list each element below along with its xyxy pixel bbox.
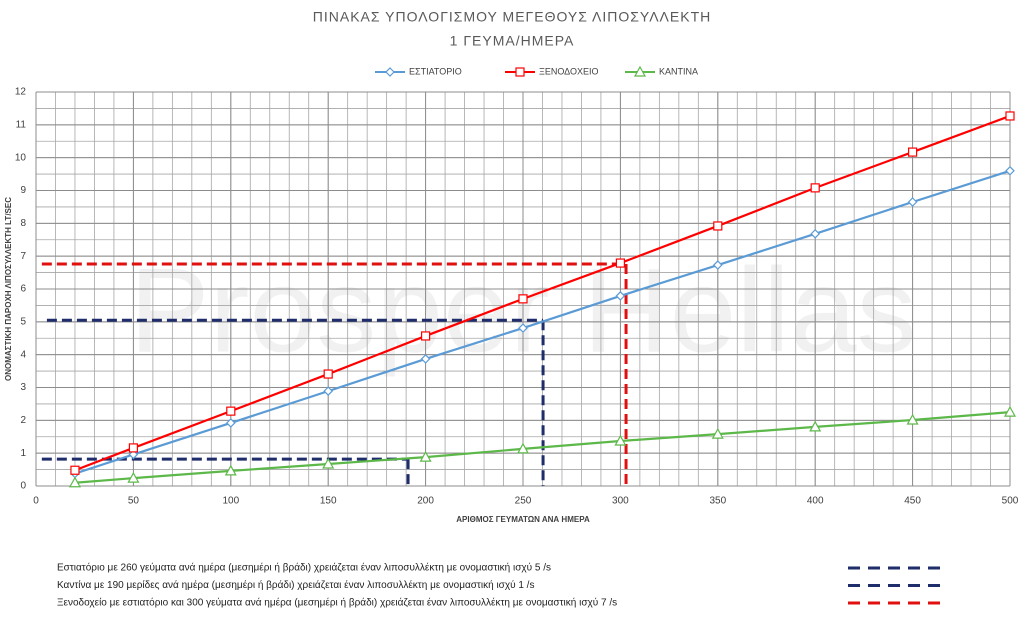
x-tick-label: 50 [128,496,140,507]
marker [906,413,919,425]
y-tick-label: 5 [20,316,26,327]
y-axis-label: ΟΝΟΜΑΣΤΙΚΗ ΠΑΡΟΧΗ ΛΙΠΟΣΥΛΛΕΚΤΗ LT/SEC [4,197,13,381]
x-tick-label: 0 [33,496,39,507]
legend-label: ΞΕΝΟΔΟΧΕΙΟ [539,66,599,76]
marker [810,228,821,239]
marker [711,427,724,439]
marker [1003,405,1017,417]
legend-marker [385,67,395,77]
marker [323,369,333,379]
marker [907,147,918,157]
marker [712,260,723,270]
marker [713,221,723,231]
marker [810,183,820,193]
y-tick-label: 10 [15,152,27,163]
chart-subtitle: 1 ΓΕΥΜΑ/ΗΜΕΡΑ [450,33,575,49]
marker [1005,111,1015,121]
marker [516,442,530,454]
legend-label: ΚΑΝΤΙΝΑ [659,66,698,76]
marker [68,476,81,488]
marker [1005,165,1015,176]
marker [907,197,918,207]
x-tick-label: 200 [417,496,434,507]
x-tick-label: 450 [904,496,921,507]
x-axis-label: ΑΡΙΘΜΟΣ ΓΕΥΜΑΤΩΝ ΑΝΑ ΗΜΕΡΑ [456,515,590,524]
x-tick-label: 350 [709,496,726,507]
marker [127,471,140,483]
marker [419,450,432,462]
y-tick-label: 12 [15,87,27,98]
marker [128,443,138,453]
note: Καντίνα με 190 μερίδες ανά ημέρα (μεσημέ… [57,579,534,591]
y-tick-label: 1 [20,448,26,459]
legend-marker [515,67,525,77]
marker [420,354,431,364]
marker [615,258,626,268]
x-tick-label: 100 [222,496,239,507]
marker [224,464,237,476]
marker [809,420,822,432]
y-tick-label: 8 [20,218,26,229]
note: Εστιατόριο με 260 γεύματα ανά ημέρα (μεσ… [57,562,551,574]
y-tick-label: 6 [20,284,26,295]
marker [421,331,431,341]
y-tick-label: 4 [20,349,26,360]
y-tick-label: 9 [20,185,26,196]
marker [323,386,334,396]
marker [518,323,528,333]
marker [225,418,236,428]
y-tick-label: 2 [20,415,26,426]
marker [322,457,335,469]
y-tick-label: 0 [20,481,26,492]
x-tick-label: 150 [320,496,337,507]
y-tick-label: 11 [16,119,27,130]
marker [226,406,236,416]
marker [615,291,626,301]
x-tick-label: 500 [1002,496,1019,507]
marker [518,294,528,304]
x-tick-label: 300 [612,496,629,507]
chart-title: ΠΙΝΑΚΑΣ ΥΠΟΛΟΓΙΣΜΟΥ ΜΕΓΕΘΟΥΣ ΛΙΠΟΣΥΛΛΕΚΤ… [313,9,712,25]
y-tick-label: 7 [20,251,26,262]
legend-marker [633,65,647,77]
marker [70,465,80,475]
legend-label: ΕΣΤΙΑΤΟΡΙΟ [409,66,462,76]
note: Ξενοδοχείο με εστιατόριο και 300 γεύματα… [57,597,617,609]
x-tick-label: 250 [515,496,532,507]
y-tick-label: 3 [20,382,26,393]
marker [614,434,627,446]
x-tick-label: 400 [807,496,824,507]
